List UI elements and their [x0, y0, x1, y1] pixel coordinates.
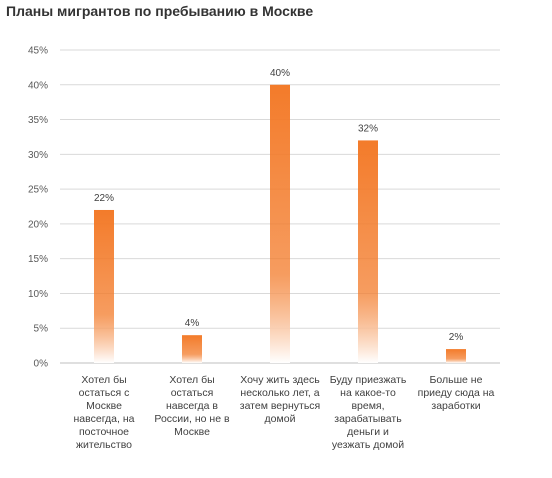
data-label: 2%	[449, 332, 464, 343]
category-labels: Хотел бы остаться с Москве навсегда, на пост…	[74, 374, 495, 451]
category-label-line: зарабатывать	[334, 413, 402, 425]
bar	[446, 349, 466, 363]
category-label-line: затем вернуться	[240, 400, 321, 412]
category-label-line: на какое-то	[340, 387, 396, 399]
bar	[358, 140, 378, 363]
category-label-line: Буду приезжать	[330, 374, 407, 386]
y-tick-label: 20%	[28, 219, 48, 230]
bar	[94, 209, 114, 363]
category-label-line: остаться	[171, 387, 214, 399]
category-label-line: Больше не	[430, 374, 483, 386]
category-label-line: деньги и	[347, 426, 389, 438]
y-tick-label: 40%	[28, 80, 48, 91]
y-tick-label: 45%	[28, 46, 48, 57]
category-label: Хочу жить здесь несколько лет, а затем вер…	[240, 374, 321, 425]
category-label-line: домой	[265, 413, 296, 425]
category-label-line: уезжать домой	[332, 439, 404, 451]
data-label: 32%	[358, 123, 378, 134]
category-label: Больше не приеду сюда на заработки	[418, 374, 495, 412]
category-label-line: навсегда, на	[74, 413, 135, 425]
data-label: 22%	[94, 193, 114, 204]
y-tick-label: 35%	[28, 115, 48, 126]
chart-title: Планы мигрантов по пребыванию в Москве	[6, 3, 314, 19]
category-label: Буду приезжать на какое-то время, зарабатыв…	[330, 374, 407, 451]
category-label: Хотел бы остаться с Москве навсегда, на пост…	[74, 374, 135, 451]
category-label-line: Хотел бы	[81, 374, 126, 386]
bar	[270, 84, 290, 364]
y-tick-label: 0%	[34, 359, 49, 370]
y-tick-label: 30%	[28, 150, 48, 161]
category-label-line: приеду сюда на	[418, 387, 495, 399]
category-label-line: заработки	[431, 400, 480, 412]
y-tick-label: 25%	[28, 185, 48, 196]
y-tick-label: 15%	[28, 254, 48, 265]
category-label-line: Хотел бы	[169, 374, 214, 386]
category-label-line: жительство	[76, 439, 132, 451]
category-label-line: навсегда в	[166, 400, 218, 412]
bar	[182, 335, 202, 363]
y-axis-ticks: 0% 5% 10% 15% 20% 25% 30% 35% 40% 45%	[28, 46, 48, 370]
category-label-line: посточное	[79, 426, 129, 438]
y-tick-label: 10%	[28, 289, 48, 300]
category-label: Хотел бы остаться навсегда в России, но не …	[154, 374, 230, 438]
category-label-line: несколько лет, а	[240, 387, 319, 399]
category-label-line: время,	[351, 400, 384, 412]
category-label-line: Москве	[86, 400, 122, 412]
data-labels: 22% 4% 40% 32% 2%	[94, 68, 463, 343]
bars	[94, 84, 466, 364]
category-label-line: Москве	[174, 426, 210, 438]
y-tick-label: 5%	[34, 324, 49, 335]
data-label: 40%	[270, 68, 290, 79]
category-label-line: остаться с	[79, 387, 130, 399]
category-label-line: России, но не в	[154, 413, 230, 425]
category-label-line: Хочу жить здесь	[240, 374, 320, 386]
data-label: 4%	[185, 318, 200, 329]
